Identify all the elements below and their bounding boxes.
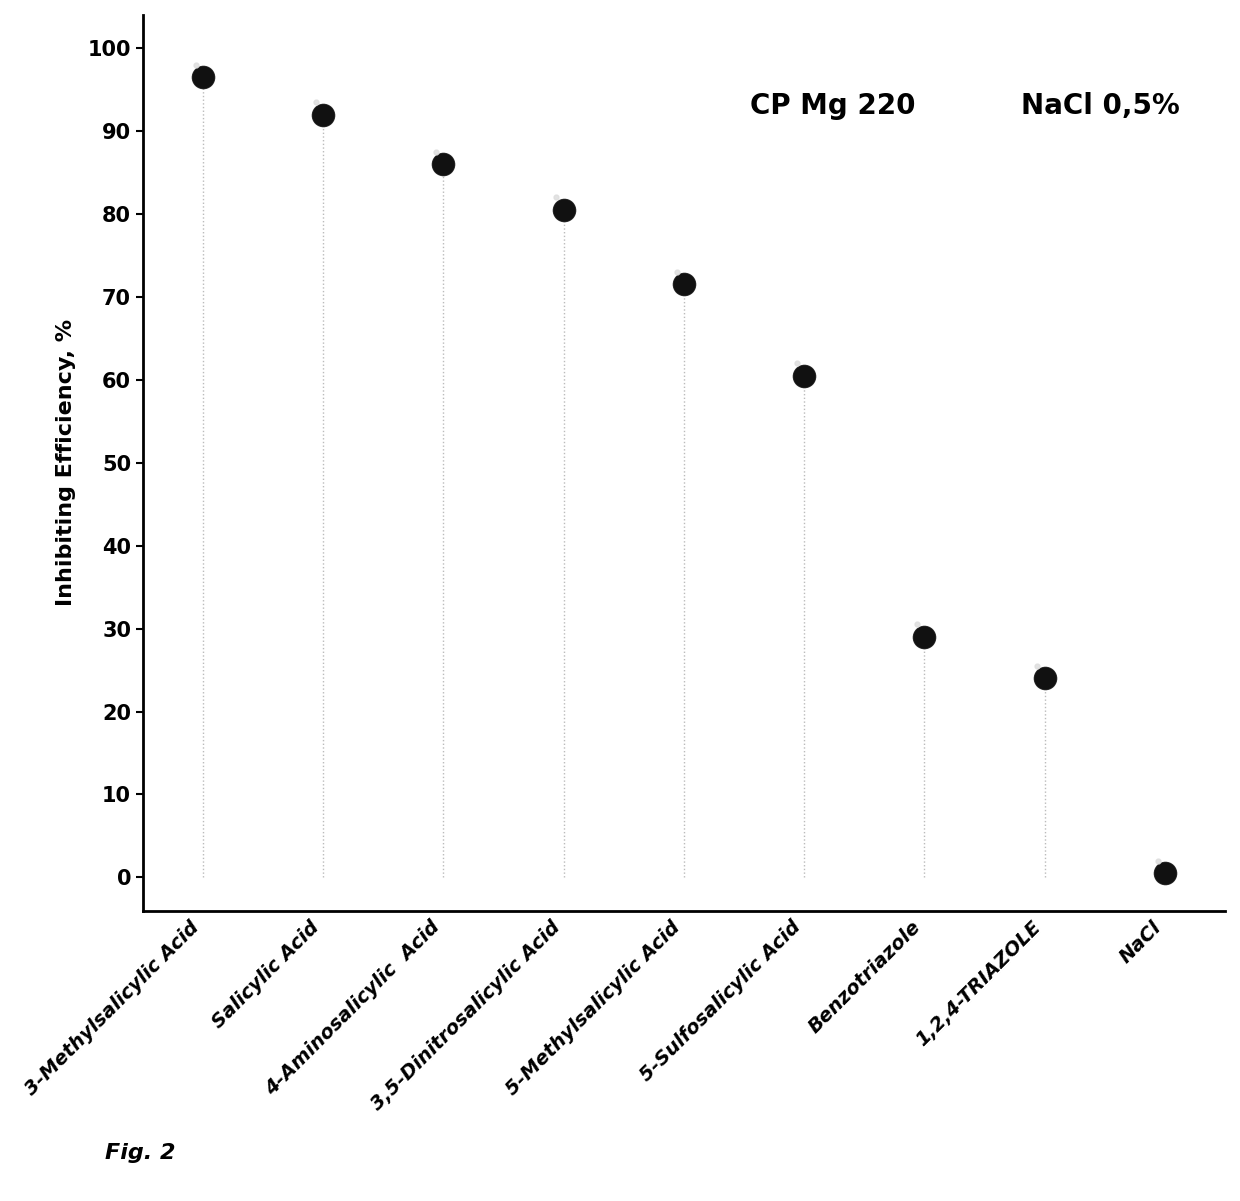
Y-axis label: Inhibiting Efficiency, %: Inhibiting Efficiency, % [57,319,77,607]
Text: NaCl 0,5%: NaCl 0,5% [1021,92,1179,120]
Text: Fig. 2: Fig. 2 [105,1142,176,1163]
Text: CP Mg 220: CP Mg 220 [750,92,915,120]
